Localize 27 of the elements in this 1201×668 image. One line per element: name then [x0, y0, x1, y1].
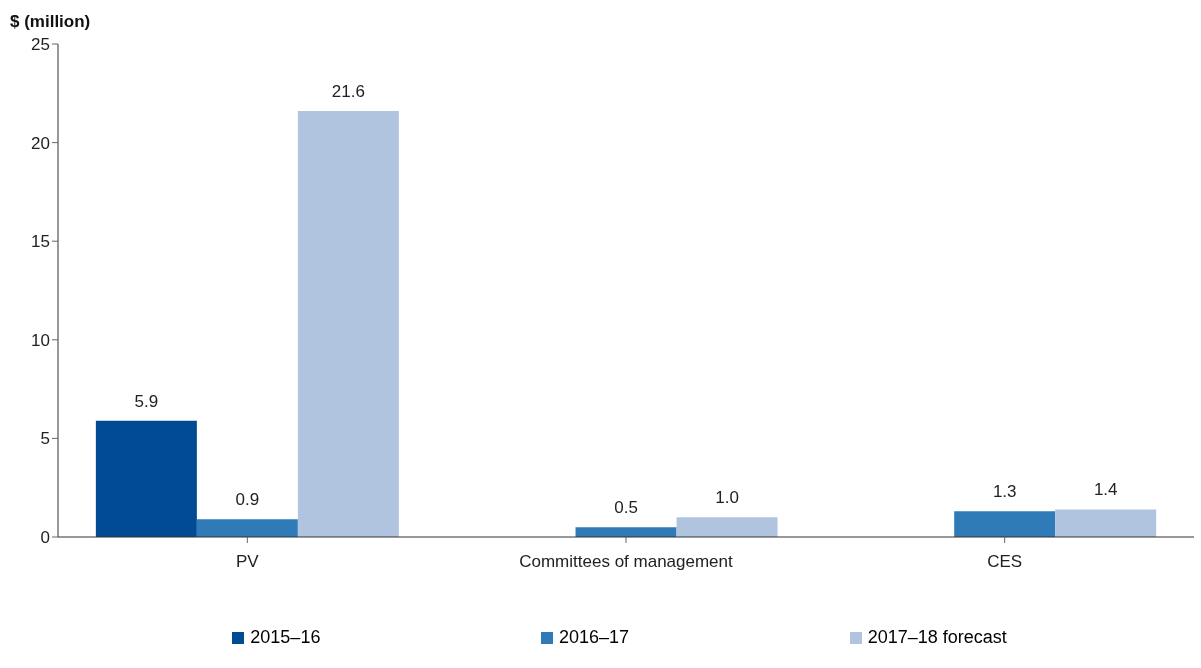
data-label: 21.6 — [331, 82, 365, 102]
y-tick-label: 0 — [40, 528, 50, 548]
y-tick-label: 5 — [40, 429, 50, 449]
y-tick-label: 15 — [31, 232, 50, 252]
legend-label: 2016–17 — [558, 627, 630, 648]
legend-label: 2015–16 — [250, 627, 321, 648]
bar — [196, 519, 298, 537]
legend-label: 2017–18 forecast — [867, 627, 1007, 648]
x-tick-label: CES — [987, 552, 1023, 572]
data-label: 0.9 — [235, 490, 260, 510]
bar — [297, 111, 399, 537]
data-label: 5.9 — [134, 391, 159, 411]
x-tick-label: Committees of management — [519, 552, 734, 572]
data-label: 1.0 — [715, 488, 739, 508]
bar — [676, 517, 778, 537]
bar — [954, 511, 1056, 537]
data-label: 1.4 — [1093, 480, 1118, 500]
y-tick-label: 10 — [31, 330, 50, 350]
x-tick-label: PV — [235, 552, 260, 572]
bar — [1055, 509, 1157, 537]
y-tick-label: 20 — [31, 133, 50, 153]
data-label: 1.3 — [992, 482, 1017, 502]
bar — [95, 420, 197, 537]
y-tick-label: 25 — [31, 35, 50, 55]
y-axis-title: $ (million) — [10, 12, 91, 32]
data-label: 0.5 — [614, 498, 638, 518]
bar — [575, 527, 677, 537]
